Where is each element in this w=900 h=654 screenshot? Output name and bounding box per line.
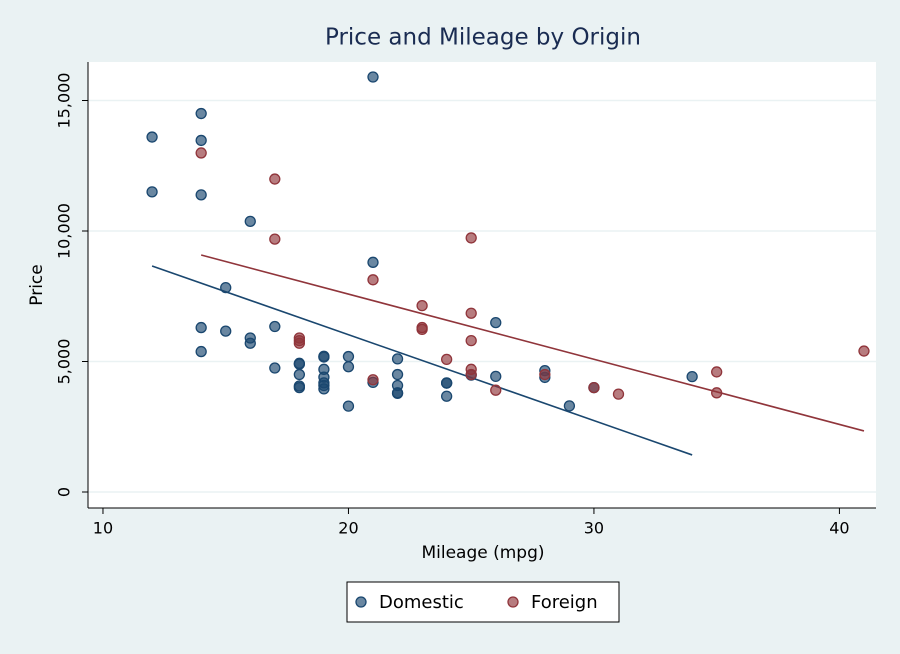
- legend-marker: [507, 596, 519, 608]
- axes: 0 5,000 10,000 15,000 10 20 30 40: [55, 62, 876, 538]
- legend-marker: [355, 596, 367, 608]
- x-tick-label: 30: [584, 519, 604, 538]
- point: [367, 71, 379, 83]
- point: [293, 381, 306, 394]
- point: [416, 323, 428, 336]
- point: [490, 384, 502, 396]
- point: [367, 374, 379, 386]
- point: [269, 362, 281, 374]
- x-axis-label: Mileage (mpg): [421, 543, 544, 563]
- point: [416, 299, 428, 312]
- point: [711, 366, 723, 378]
- point: [391, 353, 404, 365]
- point: [195, 345, 207, 358]
- legend-label: Foreign: [531, 592, 598, 613]
- y-tick-label: 0: [55, 487, 74, 497]
- legend-box: [346, 581, 620, 623]
- point: [269, 320, 281, 333]
- point: [220, 281, 232, 294]
- point: [563, 400, 576, 412]
- y-axis-label: Price: [27, 264, 47, 305]
- point: [293, 368, 306, 381]
- points: [146, 71, 870, 412]
- point: [465, 334, 477, 347]
- point: [293, 337, 306, 349]
- legend: Domestic Foreign: [355, 592, 598, 613]
- point: [244, 215, 256, 227]
- x-tick-label: 40: [829, 519, 849, 538]
- point: [441, 377, 453, 389]
- fit-line: [151, 265, 693, 456]
- point: [293, 358, 306, 370]
- fit-lines: [151, 254, 865, 456]
- point: [441, 390, 453, 402]
- point: [244, 337, 256, 349]
- point: [465, 232, 477, 244]
- point: [342, 350, 355, 363]
- point: [269, 233, 281, 245]
- point: [195, 189, 207, 201]
- point: [195, 107, 207, 120]
- point: [220, 325, 232, 337]
- plot-area: [88, 62, 876, 508]
- point: [269, 173, 281, 185]
- y-tick-label: 5,000: [55, 339, 74, 385]
- point: [686, 370, 698, 383]
- point: [490, 316, 502, 329]
- point: [367, 256, 379, 268]
- y-tick-label: 10,000: [55, 203, 74, 259]
- point: [146, 186, 158, 198]
- x-tick-label: 20: [338, 519, 358, 538]
- point: [539, 368, 551, 381]
- x-tick-label: 10: [93, 519, 113, 538]
- point: [391, 387, 404, 399]
- point: [441, 353, 453, 366]
- point: [612, 388, 625, 400]
- y-tick-label: 15,000: [55, 73, 74, 129]
- point: [465, 368, 477, 381]
- fit-line: [200, 254, 865, 432]
- point: [490, 370, 502, 383]
- point: [367, 274, 379, 286]
- point: [391, 368, 404, 381]
- point: [146, 131, 158, 143]
- point: [711, 387, 723, 399]
- legend-label: Domestic: [379, 592, 464, 613]
- point: [318, 351, 330, 363]
- point: [195, 134, 207, 147]
- point: [195, 321, 207, 334]
- point: [588, 381, 600, 394]
- point: [195, 147, 207, 159]
- point: [342, 361, 355, 373]
- point: [465, 307, 477, 319]
- point: [318, 383, 330, 395]
- point: [858, 345, 870, 357]
- chart-title: Price and Mileage by Origin: [325, 25, 641, 51]
- point: [342, 400, 355, 412]
- grid: [88, 99, 876, 493]
